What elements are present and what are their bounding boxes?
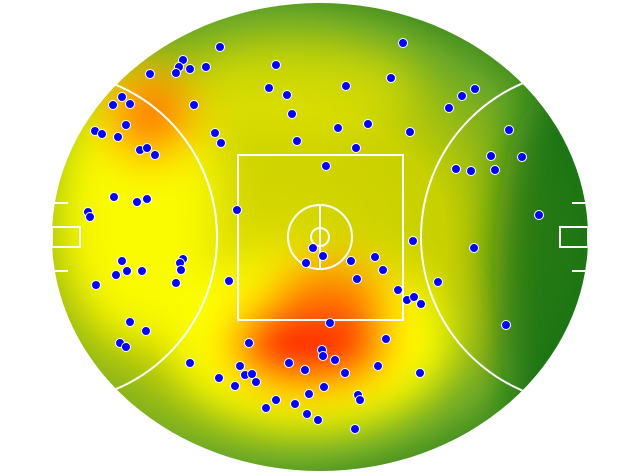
point xyxy=(224,276,234,286)
point xyxy=(469,243,479,253)
point xyxy=(142,143,152,153)
point xyxy=(189,100,199,110)
point xyxy=(91,280,101,290)
point xyxy=(132,197,142,207)
point xyxy=(501,320,511,330)
point xyxy=(251,377,261,387)
point xyxy=(185,64,195,74)
point xyxy=(121,342,131,352)
point xyxy=(517,152,527,162)
point xyxy=(117,92,127,102)
point xyxy=(319,382,329,392)
point xyxy=(313,415,323,425)
point xyxy=(398,38,408,48)
point xyxy=(216,138,226,148)
point xyxy=(230,381,240,391)
point xyxy=(108,100,118,110)
point xyxy=(304,389,314,399)
point xyxy=(504,125,514,135)
point xyxy=(340,368,350,378)
point xyxy=(352,274,362,284)
point xyxy=(415,368,425,378)
point xyxy=(381,334,391,344)
point xyxy=(534,210,544,220)
point xyxy=(355,395,365,405)
point xyxy=(171,278,181,288)
point xyxy=(244,338,254,348)
point xyxy=(142,194,152,204)
point xyxy=(215,42,225,52)
point xyxy=(302,409,312,419)
point xyxy=(378,265,388,275)
point xyxy=(486,151,496,161)
point xyxy=(214,373,224,383)
point xyxy=(271,60,281,70)
point xyxy=(235,361,245,371)
point xyxy=(346,256,356,266)
point xyxy=(201,62,211,72)
point xyxy=(330,355,340,365)
point xyxy=(117,256,127,266)
point xyxy=(433,277,443,287)
point xyxy=(444,103,454,113)
point xyxy=(284,358,294,368)
point xyxy=(341,81,351,91)
point xyxy=(321,161,331,171)
point xyxy=(264,83,274,93)
point xyxy=(466,166,476,176)
point xyxy=(113,132,123,142)
point xyxy=(247,369,257,379)
point xyxy=(363,119,373,129)
point xyxy=(145,69,155,79)
point xyxy=(308,243,318,253)
point xyxy=(271,395,281,405)
point xyxy=(125,317,135,327)
point xyxy=(416,299,426,309)
point xyxy=(409,292,419,302)
point xyxy=(292,136,302,146)
point xyxy=(232,205,242,215)
point xyxy=(405,127,415,137)
point xyxy=(318,351,328,361)
point xyxy=(111,270,121,280)
point xyxy=(125,99,135,109)
point xyxy=(470,84,480,94)
point xyxy=(386,73,396,83)
point xyxy=(171,68,181,78)
point xyxy=(370,252,380,262)
point xyxy=(287,109,297,119)
point xyxy=(333,123,343,133)
point xyxy=(137,266,147,276)
point xyxy=(350,424,360,434)
point xyxy=(300,365,310,375)
point xyxy=(373,361,383,371)
point xyxy=(109,192,119,202)
point xyxy=(122,266,132,276)
point xyxy=(318,251,328,261)
point xyxy=(325,318,335,328)
point xyxy=(457,91,467,101)
point xyxy=(490,165,500,175)
point xyxy=(451,164,461,174)
point xyxy=(97,129,107,139)
point xyxy=(141,326,151,336)
point xyxy=(185,358,195,368)
point xyxy=(393,285,403,295)
point xyxy=(290,399,300,409)
point xyxy=(85,212,95,222)
point xyxy=(210,128,220,138)
point xyxy=(176,265,186,275)
point xyxy=(261,403,271,413)
point xyxy=(121,120,131,130)
point xyxy=(150,150,160,160)
point xyxy=(351,143,361,153)
point xyxy=(301,258,311,268)
point xyxy=(282,90,292,100)
point xyxy=(408,236,418,246)
points xyxy=(83,38,544,434)
